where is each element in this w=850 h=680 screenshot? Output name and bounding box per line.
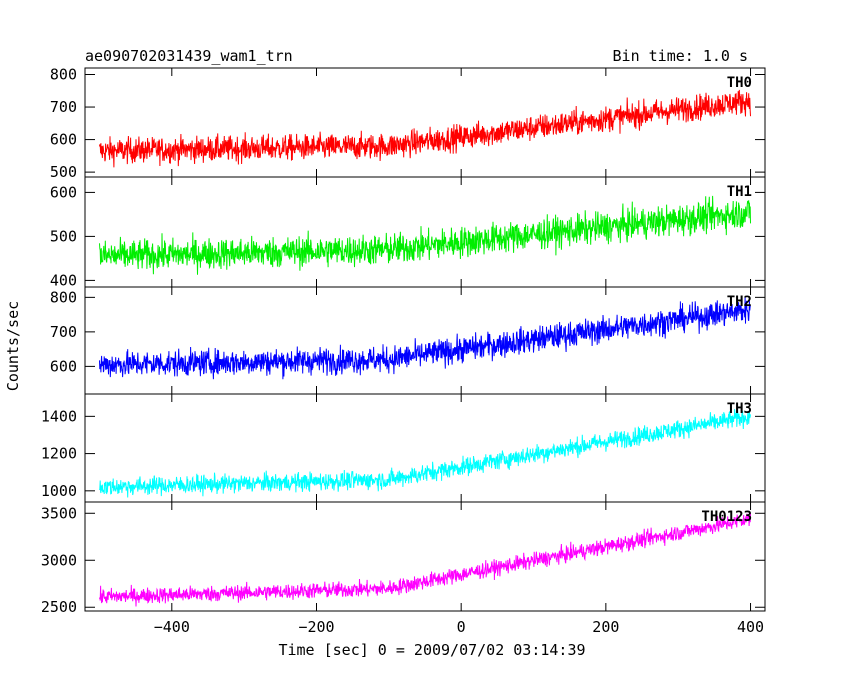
panel-frame: [84, 67, 766, 178]
panel-label-th1: TH1: [727, 184, 752, 200]
y-tick-label: 3000: [41, 551, 77, 569]
x-tick-label: −400: [154, 618, 190, 636]
panel-th2: 600 700 800 TH2: [50, 286, 766, 395]
panel-frame: [84, 286, 766, 395]
y-tick-label: 500: [50, 227, 77, 245]
panel-th0: 500 600 700 800 TH0: [50, 66, 766, 181]
series-line-th2: [99, 296, 751, 380]
y-tick-label: 400: [50, 271, 77, 289]
chart-title: ae090702031439_wam1_trn: [85, 47, 293, 65]
y-tick-label: 500: [50, 163, 77, 181]
x-tick-label: 400: [737, 618, 764, 636]
y-tick-label: 800: [50, 288, 77, 306]
y-tick-label: 600: [50, 183, 77, 201]
panels: 500 600 700 800 TH0 400 500 600 TH1 600 700 800 TH2 1…: [41, 66, 766, 616]
panel-frame: [84, 501, 766, 612]
x-tick-labels: −400 −200 0 200 400: [154, 618, 764, 636]
panel-label-th2: TH2: [727, 294, 752, 310]
x-tick-label: 0: [457, 618, 466, 636]
y-tick-label: 800: [50, 66, 77, 84]
panel-label-th0123: TH0123: [701, 509, 752, 525]
y-tick-label: 700: [50, 98, 77, 116]
bin-time-label: Bin time: 1.0 s: [613, 47, 748, 65]
y-tick-label: 3500: [41, 504, 77, 522]
panel-frame: [84, 176, 766, 288]
y-tick-label: 1400: [41, 407, 77, 425]
y-tick-label: 600: [50, 357, 77, 375]
panel-label-th0: TH0: [727, 75, 752, 91]
y-tick-label: 700: [50, 323, 77, 341]
series-line-th3: [99, 409, 751, 498]
y-tick-label: 1200: [41, 445, 77, 463]
panel-label-th3: TH3: [727, 401, 752, 417]
y-axis-label: Counts/sec: [4, 301, 22, 391]
panel-th3: 1000 1200 1400 TH3: [41, 393, 766, 503]
x-axis-label: Time [sec] 0 = 2009/07/02 03:14:39: [278, 641, 585, 659]
series-line-th0123: [99, 512, 751, 607]
y-tick-label: 1000: [41, 482, 77, 500]
y-tick-label: 2500: [41, 598, 77, 616]
panel-th1: 400 500 600 TH1: [50, 176, 766, 289]
series-line-th1: [99, 195, 751, 275]
y-tick-label: 600: [50, 131, 77, 149]
panel-th0123: 2500 3000 3500 TH0123: [41, 501, 766, 616]
x-tick-label: −200: [298, 618, 334, 636]
x-tick-label: 200: [592, 618, 619, 636]
series-line-th0: [99, 89, 751, 168]
